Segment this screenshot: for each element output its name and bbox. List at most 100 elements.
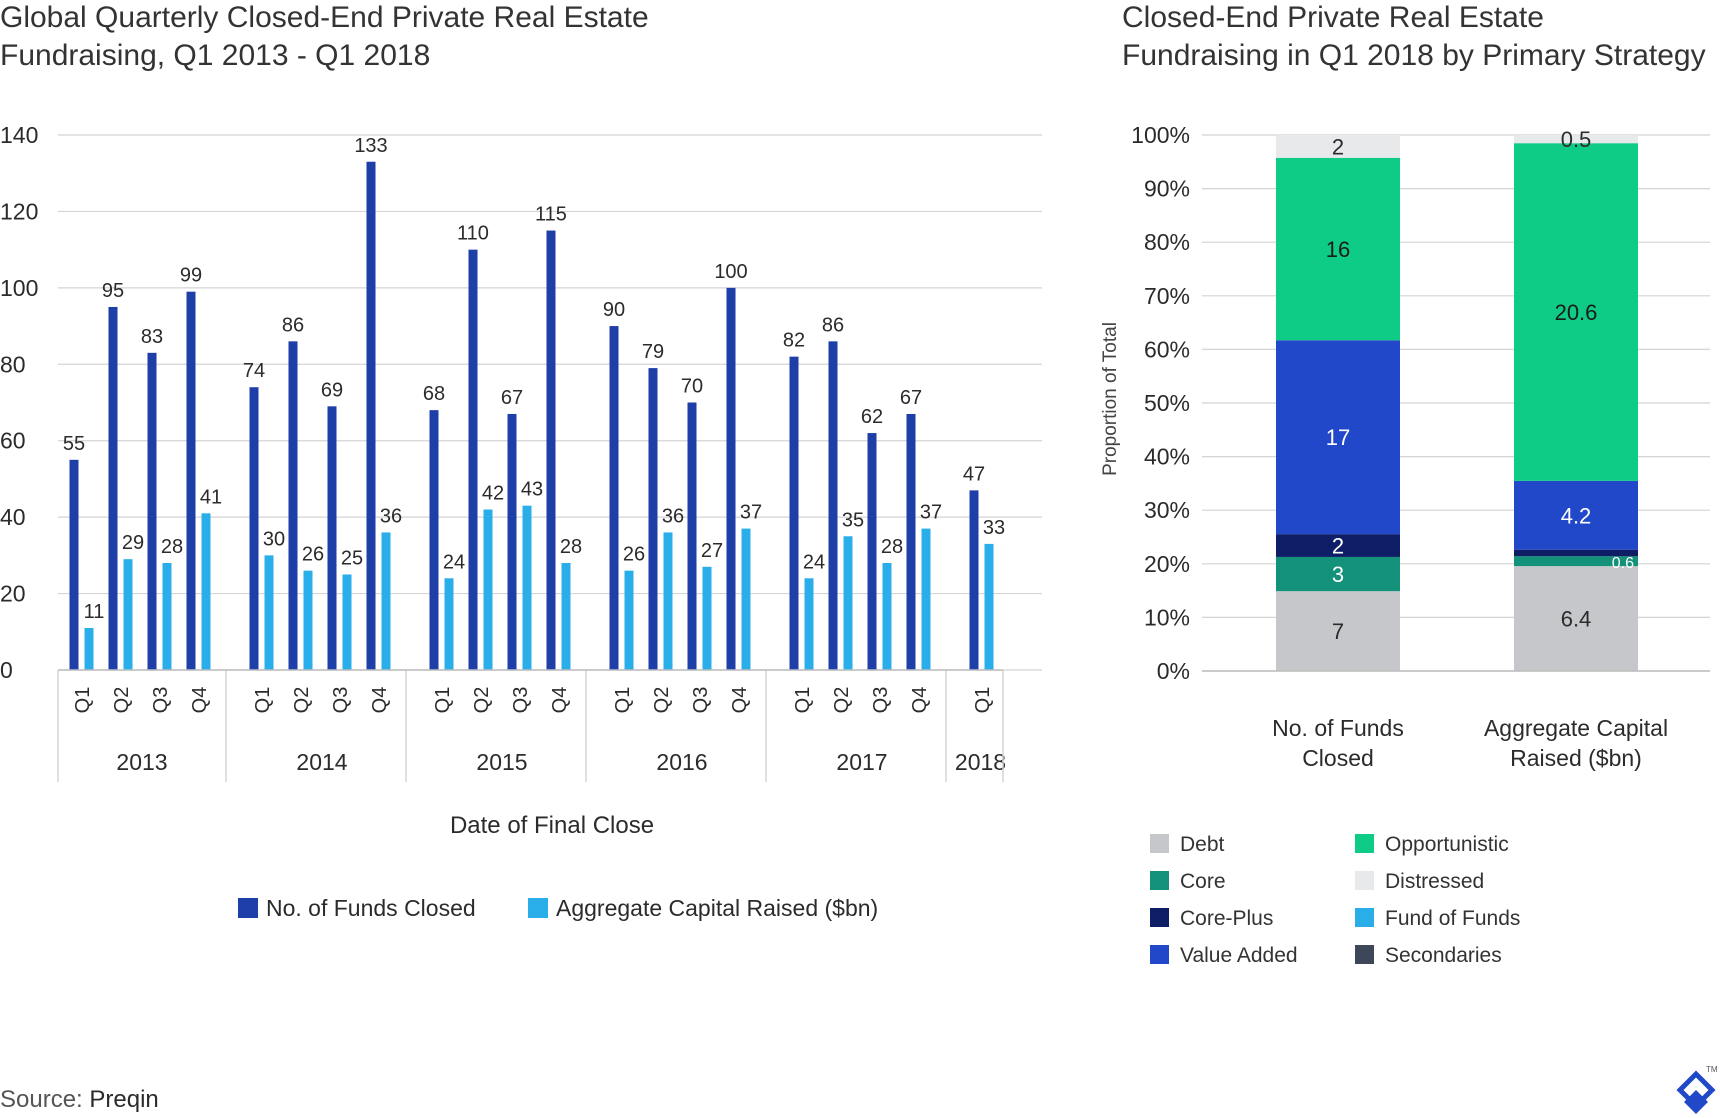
y-axis-title: Proportion of Total bbox=[1100, 322, 1121, 476]
bar-capital-raised bbox=[804, 578, 814, 670]
data-label-value-added: 17 bbox=[1326, 425, 1350, 450]
data-label-funds: 79 bbox=[642, 341, 664, 363]
data-label-capital: 37 bbox=[740, 502, 762, 524]
y-tick-label: 140 bbox=[0, 122, 38, 148]
bar-capital-raised bbox=[882, 563, 892, 670]
legend-label-core: Core bbox=[1180, 870, 1226, 893]
legend-label-debt: Debt bbox=[1180, 833, 1225, 856]
bar-capital-raised bbox=[264, 555, 274, 670]
bar-funds-closed bbox=[249, 387, 259, 670]
stacked-segment-distressed bbox=[1276, 135, 1400, 158]
left-chart-title-line-2: Fundraising, Q1 2013 - Q1 2018 bbox=[0, 39, 431, 72]
strategy-breakdown-chart: 0% 10% 20% 30% 40% 50% 60% 70% 80% 90% 100% Proport… bbox=[1100, 122, 1710, 967]
stacked-segment-distressed bbox=[1514, 135, 1638, 144]
bar-funds-closed bbox=[186, 291, 196, 670]
bar-capital-raised bbox=[444, 578, 454, 670]
bar-funds-closed bbox=[828, 341, 838, 670]
data-label-funds: 110 bbox=[457, 223, 489, 245]
x-tick-year: 2014 bbox=[296, 749, 347, 775]
y-tick-label: 20 bbox=[0, 581, 26, 607]
bar-capital-raised bbox=[984, 543, 994, 670]
x-tick-quarter: Q1 bbox=[612, 687, 634, 714]
y-tick-label: 80 bbox=[0, 351, 26, 377]
legend-swatch-distressed bbox=[1355, 871, 1374, 890]
x-tick-quarter: Q4 bbox=[369, 687, 391, 714]
bar-funds-closed bbox=[69, 459, 79, 670]
legend-swatch-value-added bbox=[1150, 945, 1169, 964]
legend-swatch-secondaries bbox=[1355, 945, 1374, 964]
x-tick-quarter: Q1 bbox=[972, 687, 994, 714]
data-label-funds: 47 bbox=[963, 463, 985, 485]
data-label-funds: 115 bbox=[535, 204, 567, 226]
bar-funds-closed bbox=[687, 402, 697, 670]
left-chart-title: Global Quarterly Closed-End Private Real… bbox=[0, 0, 649, 75]
data-label-capital: 43 bbox=[521, 479, 543, 501]
y-tick-label: 10% bbox=[1144, 604, 1190, 630]
bar-funds-closed bbox=[726, 287, 736, 670]
bar-funds-closed bbox=[867, 433, 877, 670]
y-tick-label: 50% bbox=[1144, 390, 1190, 416]
stacked-segment-core-plus bbox=[1276, 534, 1400, 557]
data-label-opportunistic: 16 bbox=[1326, 237, 1350, 262]
data-label-capital: 36 bbox=[662, 505, 684, 527]
x-tick-quarter: Q1 bbox=[792, 687, 814, 714]
stacked-segment-opportunistic bbox=[1276, 157, 1400, 341]
data-label-capital: 26 bbox=[302, 544, 324, 566]
bar-capital-raised bbox=[84, 627, 94, 670]
data-label-capital: 29 bbox=[122, 532, 144, 554]
data-label-capital: 26 bbox=[623, 544, 645, 566]
stacked-segment-value-added bbox=[1276, 340, 1400, 535]
x-tick-category: Closed bbox=[1302, 745, 1374, 771]
legend-swatch-opportunistic bbox=[1355, 834, 1374, 853]
bar-funds-closed bbox=[468, 249, 478, 670]
bar-capital-raised bbox=[483, 509, 493, 670]
data-label-core: 3 bbox=[1332, 562, 1344, 587]
x-tick-quarter: Q3 bbox=[330, 687, 352, 714]
data-label-capital: 24 bbox=[803, 551, 825, 573]
data-label-capital: 28 bbox=[161, 536, 183, 558]
x-tick-quarter: Q2 bbox=[471, 687, 493, 714]
bar-capital-raised bbox=[303, 570, 313, 670]
y-tick-label: 60% bbox=[1144, 336, 1190, 362]
legend-swatch-funds bbox=[238, 898, 258, 918]
bar-capital-raised bbox=[741, 528, 751, 670]
y-tick-label: 40% bbox=[1144, 444, 1190, 470]
y-tick-label: 30% bbox=[1144, 497, 1190, 523]
x-tick-quarter: Q4 bbox=[909, 687, 931, 714]
data-label-funds: 95 bbox=[102, 280, 124, 302]
y-tick-label: 90% bbox=[1144, 176, 1190, 202]
data-label-distressed: 2 bbox=[1332, 134, 1344, 159]
data-label-core-plus: 2 bbox=[1332, 534, 1344, 559]
data-label-capital: 24 bbox=[443, 551, 465, 573]
data-label-capital: 30 bbox=[263, 528, 285, 550]
data-label-capital: 41 bbox=[200, 486, 222, 508]
stacked-segment-debt bbox=[1514, 566, 1638, 671]
x-tick-year: 2016 bbox=[656, 749, 707, 775]
x-tick-quarter: Q3 bbox=[510, 687, 532, 714]
x-tick-year: 2018 bbox=[955, 749, 1006, 775]
y-tick-label: 0 bbox=[0, 657, 13, 683]
bar-funds-closed bbox=[546, 230, 556, 670]
x-tick-quarter: Q2 bbox=[291, 687, 313, 714]
legend-swatch-fund-of-funds bbox=[1355, 908, 1374, 927]
data-label-funds: 55 bbox=[63, 433, 85, 455]
data-label-distressed: 0.5 bbox=[1561, 127, 1592, 152]
x-tick-year: 2015 bbox=[476, 749, 527, 775]
data-label-funds: 68 bbox=[423, 383, 445, 405]
legend-label-opportunistic: Opportunistic bbox=[1385, 833, 1509, 856]
data-label-capital: 11 bbox=[84, 601, 105, 623]
data-label-funds: 86 bbox=[282, 314, 304, 336]
x-tick-quarter: Q2 bbox=[831, 687, 853, 714]
data-label-debt: 7 bbox=[1332, 619, 1344, 644]
data-label-funds: 67 bbox=[501, 387, 523, 409]
bar-funds-closed bbox=[429, 410, 439, 670]
bar-capital-raised bbox=[624, 570, 634, 670]
legend-label-capital: Aggregate Capital Raised ($bn) bbox=[556, 895, 878, 921]
bar-funds-closed bbox=[288, 341, 298, 670]
bar-funds-closed bbox=[789, 356, 799, 670]
data-label-value-added: 4.2 bbox=[1561, 503, 1592, 528]
data-label-capital: 36 bbox=[380, 505, 402, 527]
legend-label-value-added: Value Added bbox=[1180, 944, 1298, 967]
svg-text:TM: TM bbox=[1706, 1065, 1718, 1074]
